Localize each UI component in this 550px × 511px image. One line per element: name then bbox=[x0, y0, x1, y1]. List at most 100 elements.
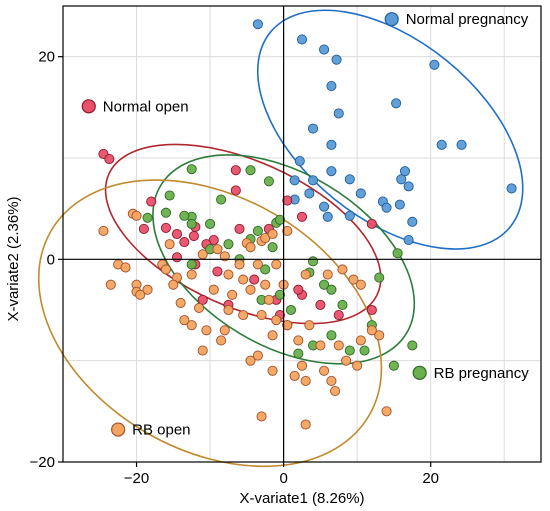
point-normal-open bbox=[282, 195, 293, 206]
legend-label-rb-pregnancy: RB pregnancy bbox=[434, 365, 530, 382]
y-tick-label: 20 bbox=[38, 49, 55, 66]
point-rb-open bbox=[135, 289, 146, 300]
point-rb-open bbox=[193, 302, 205, 314]
point-rb-open bbox=[319, 365, 330, 376]
legend-marker-rb-open bbox=[111, 422, 126, 437]
point-normal-pregnancy bbox=[326, 81, 337, 92]
axes: −20 0 20 −20 0 20 bbox=[30, 5, 542, 487]
point-rb-open bbox=[175, 297, 186, 308]
point-rb-open bbox=[245, 242, 256, 253]
point-normal-open bbox=[171, 228, 183, 240]
point-rb-pregnancy bbox=[344, 345, 355, 356]
plot-frame bbox=[62, 5, 542, 463]
point-rb-open bbox=[98, 225, 109, 237]
point-rb-open bbox=[142, 284, 153, 295]
legend-marker-normal-pregnancy bbox=[384, 12, 399, 27]
point-normal-pregnancy bbox=[331, 54, 342, 65]
point-rb-pregnancy bbox=[179, 210, 190, 221]
point-normal-open bbox=[249, 274, 260, 285]
point-rb-open bbox=[179, 315, 190, 326]
point-normal-pregnancy bbox=[429, 59, 440, 70]
point-rb-open bbox=[105, 279, 116, 290]
point-rb-open bbox=[120, 262, 131, 273]
point-rb-open bbox=[300, 269, 311, 280]
point-rb-open bbox=[227, 289, 238, 300]
point-rb-open bbox=[186, 320, 197, 331]
point-normal-pregnancy bbox=[319, 201, 330, 212]
point-rb-open bbox=[333, 340, 344, 351]
point-normal-open bbox=[315, 299, 326, 310]
point-rb-open bbox=[296, 360, 308, 371]
point-normal-pregnancy bbox=[394, 199, 405, 210]
point-rb-open bbox=[219, 251, 230, 262]
point-rb-open bbox=[282, 225, 293, 237]
point-rb-open bbox=[256, 411, 267, 422]
point-normal-open bbox=[293, 284, 304, 295]
point-rb-pregnancy bbox=[407, 340, 418, 351]
point-rb-open bbox=[252, 259, 263, 270]
point-rb-open bbox=[326, 375, 337, 386]
point-rb-open bbox=[252, 350, 263, 361]
point-rb-open bbox=[186, 269, 197, 280]
point-normal-open bbox=[366, 304, 377, 316]
point-normal-open bbox=[146, 196, 157, 207]
ellipse-rb-open bbox=[37, 179, 383, 468]
point-rb-open bbox=[238, 310, 249, 321]
point-normal-pregnancy bbox=[333, 108, 344, 119]
point-rb-open bbox=[197, 249, 208, 260]
point-rb-open bbox=[212, 244, 223, 255]
point-rb-open bbox=[300, 419, 311, 430]
point-normal-open bbox=[234, 223, 245, 234]
point-normal-pregnancy bbox=[355, 188, 366, 199]
x-tick-label: 20 bbox=[422, 470, 439, 487]
point-normal-open bbox=[188, 230, 199, 242]
point-rb-open bbox=[348, 274, 359, 285]
point-rb-open bbox=[271, 315, 282, 326]
point-normal-pregnancy bbox=[289, 175, 300, 186]
legend: Normal pregnancy Normal open RB pregnancy R… bbox=[81, 11, 530, 439]
point-normal-pregnancy bbox=[403, 235, 414, 246]
point-normal-pregnancy bbox=[344, 174, 355, 185]
point-rb-open bbox=[282, 320, 293, 331]
point-normal-pregnancy bbox=[252, 19, 263, 30]
point-rb-pregnancy bbox=[164, 190, 175, 201]
point-normal-pregnancy bbox=[396, 174, 407, 185]
point-rb-open bbox=[201, 325, 212, 336]
point-rb-open bbox=[263, 294, 274, 305]
legend-label-normal-open: Normal open bbox=[103, 98, 189, 115]
point-rb-open bbox=[355, 279, 366, 290]
x-tick-label: −20 bbox=[124, 470, 149, 487]
point-rb-open bbox=[234, 259, 245, 270]
point-normal-open bbox=[333, 310, 344, 321]
point-rb-open bbox=[238, 274, 249, 285]
point-normal-pregnancy bbox=[304, 188, 315, 199]
point-rb-open bbox=[289, 370, 300, 381]
point-rb-pregnancy bbox=[392, 248, 403, 259]
point-rb-pregnancy bbox=[293, 348, 304, 359]
point-rb-pregnancy bbox=[186, 259, 197, 270]
point-normal-pregnancy bbox=[326, 139, 337, 150]
grid bbox=[62, 6, 541, 463]
point-normal-pregnancy bbox=[456, 139, 467, 150]
data-points bbox=[98, 19, 517, 430]
point-rb-pregnancy bbox=[326, 284, 337, 295]
point-rb-open bbox=[267, 365, 278, 376]
point-rb-pregnancy bbox=[142, 212, 153, 223]
point-rb-open bbox=[197, 345, 208, 356]
ellipse-rb-pregnancy bbox=[152, 154, 416, 365]
point-rb-pregnancy bbox=[205, 218, 216, 229]
point-normal-pregnancy bbox=[307, 123, 319, 134]
point-normal-pregnancy bbox=[307, 175, 319, 186]
point-normal-open bbox=[230, 165, 241, 176]
point-normal-pregnancy bbox=[436, 139, 447, 150]
point-normal-open bbox=[104, 153, 115, 165]
point-rb-open bbox=[293, 335, 304, 346]
point-rb-pregnancy bbox=[326, 330, 337, 341]
point-rb-open bbox=[267, 330, 278, 341]
point-rb-open bbox=[131, 210, 142, 221]
y-tick-label: 0 bbox=[47, 251, 55, 268]
point-rb-pregnancy bbox=[285, 304, 297, 316]
point-rb-open bbox=[352, 360, 363, 371]
point-rb-open bbox=[223, 269, 234, 280]
